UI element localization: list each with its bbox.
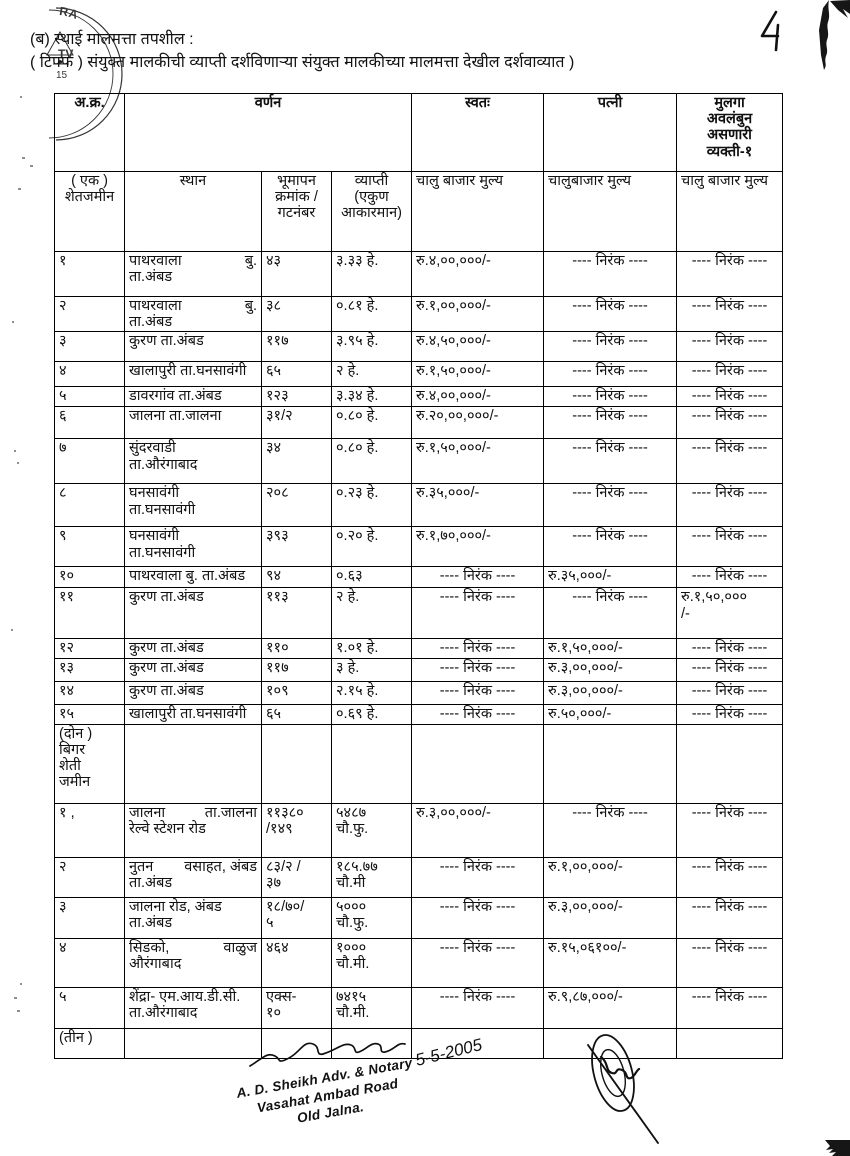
svg-text:RA: RA xyxy=(58,4,80,22)
